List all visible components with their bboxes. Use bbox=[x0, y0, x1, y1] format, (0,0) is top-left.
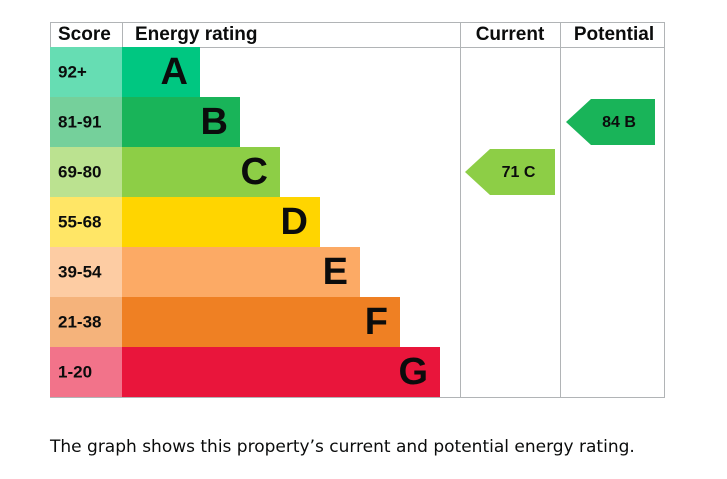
header-score: Score bbox=[58, 24, 111, 45]
rating-letter: D bbox=[281, 201, 308, 243]
rating-arrow bbox=[566, 99, 655, 145]
caption: The graph shows this property’s current … bbox=[49, 437, 635, 457]
rating-bar bbox=[122, 97, 240, 147]
header-potential: Potential bbox=[574, 24, 654, 45]
rating-letter: A bbox=[161, 51, 188, 93]
rating-bar bbox=[122, 47, 200, 97]
rating-bar bbox=[122, 247, 360, 297]
score-cell bbox=[50, 197, 122, 247]
rating-bar bbox=[122, 297, 400, 347]
score-cell bbox=[50, 247, 122, 297]
arrow-label: 71 C bbox=[502, 164, 536, 181]
header-rating: Energy rating bbox=[135, 24, 257, 45]
score-label: 69-80 bbox=[58, 162, 101, 181]
score-label: 1-20 bbox=[58, 362, 92, 381]
score-cell bbox=[50, 297, 122, 347]
rating-letter: B bbox=[201, 101, 228, 143]
score-label: 55-68 bbox=[58, 212, 101, 231]
rating-arrow bbox=[465, 149, 555, 195]
rating-bar bbox=[122, 147, 280, 197]
rating-bar bbox=[122, 347, 440, 397]
rating-letter: G bbox=[398, 351, 428, 393]
score-label: 92+ bbox=[58, 62, 87, 81]
score-cell bbox=[50, 47, 122, 97]
header-current: Current bbox=[476, 24, 545, 45]
rating-letter: E bbox=[323, 251, 348, 293]
score-label: 81-91 bbox=[58, 112, 101, 131]
rating-letter: F bbox=[365, 301, 388, 343]
score-cell bbox=[50, 347, 122, 397]
rating-bar bbox=[122, 197, 320, 247]
rating-letter: C bbox=[241, 151, 268, 193]
score-label: 21-38 bbox=[58, 312, 101, 331]
score-cell bbox=[50, 97, 122, 147]
arrow-label: 84 B bbox=[602, 114, 636, 131]
score-label: 39-54 bbox=[58, 262, 102, 281]
score-cell bbox=[50, 147, 122, 197]
